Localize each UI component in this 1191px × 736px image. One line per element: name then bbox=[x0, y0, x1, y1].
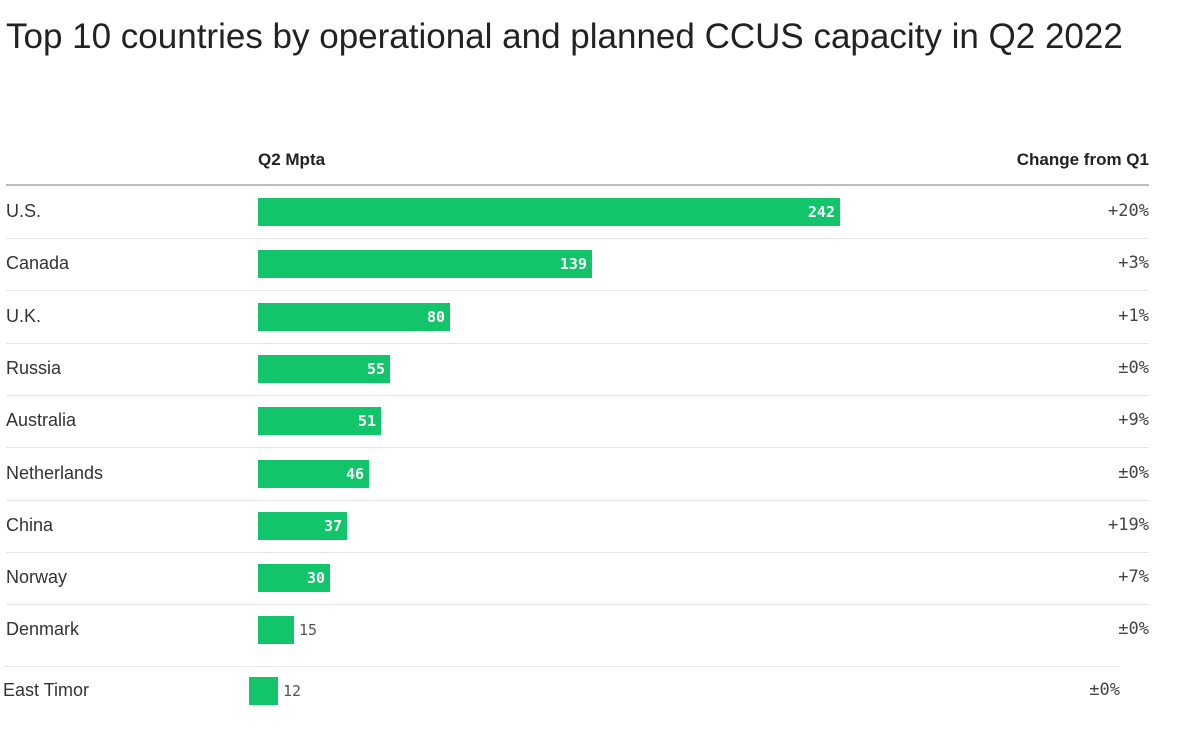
bar bbox=[258, 303, 450, 331]
row-divider bbox=[6, 290, 1149, 291]
data-label: 139 bbox=[559, 255, 587, 273]
value-column-header: Q2 Mpta bbox=[258, 150, 326, 169]
change-label: ±0% bbox=[1118, 463, 1149, 483]
chart-title: Top 10 countries by operational and plan… bbox=[6, 17, 1123, 56]
country-label: Denmark bbox=[6, 619, 80, 639]
change-label: +1% bbox=[1118, 306, 1149, 326]
header-divider bbox=[6, 184, 1149, 186]
row-divider bbox=[6, 343, 1149, 344]
bar bbox=[258, 616, 294, 644]
country-label: Norway bbox=[6, 567, 68, 587]
bar bbox=[258, 512, 347, 540]
data-label: 15 bbox=[299, 621, 318, 639]
data-label: 80 bbox=[426, 308, 445, 326]
change-label: +19% bbox=[1108, 515, 1149, 535]
bar bbox=[258, 250, 592, 278]
change-label: ±0% bbox=[1118, 358, 1149, 378]
bar bbox=[258, 407, 381, 435]
data-label: 46 bbox=[345, 465, 364, 483]
bar bbox=[249, 677, 278, 705]
change-label: ±0% bbox=[1118, 619, 1149, 639]
data-label: 51 bbox=[357, 412, 376, 430]
row-divider bbox=[3, 666, 1120, 667]
change-label: +20% bbox=[1108, 201, 1149, 221]
country-label: China bbox=[6, 515, 54, 535]
change-label: +3% bbox=[1118, 253, 1149, 273]
data-label: 12 bbox=[283, 682, 302, 700]
country-label: U.S. bbox=[6, 201, 42, 221]
change-column-header: Change from Q1 bbox=[1016, 150, 1149, 169]
row-divider bbox=[6, 604, 1149, 605]
data-label: 30 bbox=[306, 569, 325, 587]
row-divider bbox=[6, 238, 1149, 239]
country-label: Russia bbox=[6, 358, 62, 378]
data-label: 55 bbox=[366, 360, 385, 378]
country-label: Australia bbox=[6, 410, 77, 430]
data-label: 37 bbox=[323, 517, 342, 535]
bar bbox=[258, 355, 390, 383]
country-label: East Timor bbox=[3, 680, 90, 700]
country-label: Netherlands bbox=[6, 463, 104, 483]
bar bbox=[258, 198, 840, 226]
change-label: ±0% bbox=[1089, 680, 1120, 700]
row-divider bbox=[6, 395, 1149, 396]
data-label: 242 bbox=[807, 203, 835, 221]
row-divider bbox=[6, 552, 1149, 553]
country-label: U.K. bbox=[6, 306, 42, 326]
country-label: Canada bbox=[6, 253, 70, 273]
bar bbox=[258, 460, 369, 488]
change-label: +9% bbox=[1118, 410, 1149, 430]
row-divider bbox=[6, 447, 1149, 448]
change-label: +7% bbox=[1118, 567, 1149, 587]
row-divider bbox=[6, 500, 1149, 501]
bar bbox=[258, 564, 330, 592]
